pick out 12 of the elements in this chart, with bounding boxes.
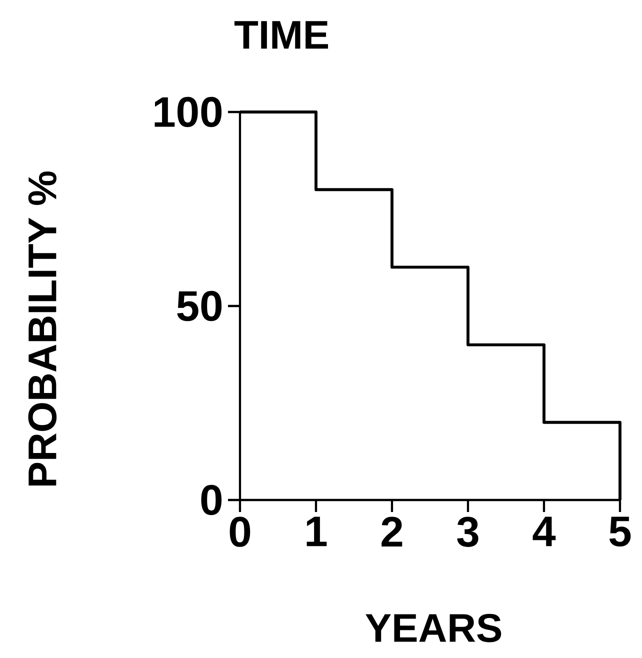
x-tick-label: 0: [230, 516, 250, 547]
x-axis-title: YEARS: [366, 614, 502, 642]
y-axis-title: PROBABILITY %: [28, 171, 57, 486]
x-tick-label: 5: [609, 516, 631, 546]
x-tick-label: 4: [532, 516, 556, 546]
x-tick-label: 1: [306, 516, 327, 546]
chart-title: TIME: [234, 21, 328, 49]
y-tick-label: 50: [177, 290, 222, 322]
y-tick-label: 0: [201, 484, 222, 516]
y-tick-label: 100: [154, 96, 222, 128]
x-tick-label: 2: [382, 516, 402, 547]
x-tick-label: 3: [457, 516, 478, 547]
